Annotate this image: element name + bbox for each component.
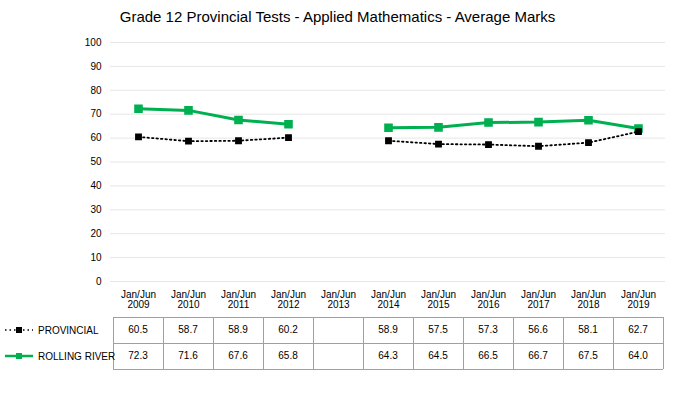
html-text:66.7: 66.7 — [528, 350, 548, 361]
svg-text:Jan/Jun2011: Jan/Jun2011 — [221, 289, 256, 310]
svg-text:Jan/Jun2019: Jan/Jun2019 — [621, 289, 656, 310]
svg-text:80: 80 — [90, 85, 102, 96]
svg-text:50: 50 — [90, 156, 102, 167]
svg-text:100: 100 — [85, 37, 102, 48]
svg-text:60: 60 — [90, 132, 102, 143]
html-text:72.3: 72.3 — [128, 350, 148, 361]
svg-text:Jan/Jun2018: Jan/Jun2018 — [571, 289, 606, 310]
html-text:67.6: 67.6 — [228, 350, 248, 361]
html-text:58.7: 58.7 — [178, 324, 198, 335]
html-text:60.5: 60.5 — [128, 324, 148, 335]
svg-text:70: 70 — [90, 108, 102, 119]
svg-text:Jan/Jun2010: Jan/Jun2010 — [171, 289, 206, 310]
svg-text:40: 40 — [90, 180, 102, 191]
html-text:66.5: 66.5 — [478, 350, 498, 361]
html-text:56.6: 56.6 — [528, 324, 548, 335]
html-text:71.6: 71.6 — [178, 350, 198, 361]
svg-text:Jan/Jun2013: Jan/Jun2013 — [321, 289, 356, 310]
svg-text:Jan/Jun2009: Jan/Jun2009 — [121, 289, 156, 310]
svg-text:Jan/Jun2017: Jan/Jun2017 — [521, 289, 556, 310]
html-text:64.5: 64.5 — [428, 350, 448, 361]
html-text:Grade 12 Provincial Tests - Ap: Grade 12 Provincial Tests - Applied Math… — [119, 8, 556, 25]
svg-text:90: 90 — [90, 61, 102, 72]
html-text:57.3: 57.3 — [478, 324, 498, 335]
svg-text:10: 10 — [90, 252, 102, 263]
html-text:58.9: 58.9 — [228, 324, 248, 335]
html-text:62.7: 62.7 — [628, 324, 648, 335]
html-text:67.5: 67.5 — [578, 350, 598, 361]
html-text:58.1: 58.1 — [578, 324, 598, 335]
html-text:65.8: 65.8 — [278, 350, 298, 361]
html-text:58.9: 58.9 — [378, 324, 398, 335]
svg-text:30: 30 — [90, 204, 102, 215]
svg-text:Jan/Jun2012: Jan/Jun2012 — [271, 289, 306, 310]
svg-text:Jan/Jun2015: Jan/Jun2015 — [421, 289, 456, 310]
html-text:PROVINCIAL: PROVINCIAL — [38, 324, 99, 336]
svg-text:0: 0 — [96, 276, 102, 287]
svg-text:Jan/Jun2016: Jan/Jun2016 — [471, 289, 506, 310]
html-text:57.5: 57.5 — [428, 324, 448, 335]
html-text:60.2: 60.2 — [278, 324, 298, 335]
svg-text:Jan/Jun2014: Jan/Jun2014 — [371, 289, 406, 310]
html-text:64.0: 64.0 — [628, 350, 648, 361]
html-text:64.3: 64.3 — [378, 350, 398, 361]
svg-text:20: 20 — [90, 228, 102, 239]
html-text:ROLLING RIVER: ROLLING RIVER — [38, 350, 116, 362]
